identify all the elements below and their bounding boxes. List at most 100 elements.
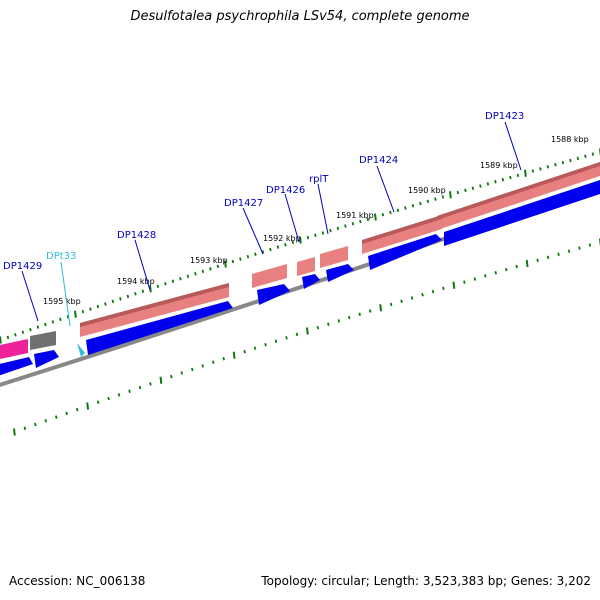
gene-bar-dp1424-shadow xyxy=(362,215,442,244)
gene-label-dp1424[interactable]: DP1424 xyxy=(359,155,398,166)
inner-ruler-tick xyxy=(295,332,299,337)
gene-bar-dp1429-gray[interactable] xyxy=(30,331,56,350)
outer-ruler-tick xyxy=(74,310,77,318)
inner-ruler-tick xyxy=(13,428,16,436)
inner-ruler-tick xyxy=(191,367,194,372)
outer-ruler-tick xyxy=(96,304,100,309)
outer-ruler-tick xyxy=(44,322,47,327)
gene-bar-dp1429-pink[interactable] xyxy=(0,339,28,360)
cds-arrow-rplt[interactable] xyxy=(326,264,354,282)
cds-arrow-dp1429[interactable] xyxy=(34,350,59,368)
outer-ruler-tick xyxy=(501,177,505,182)
outer-ruler-tick xyxy=(284,242,287,247)
gene-label-rplt[interactable]: rplT xyxy=(309,174,329,185)
inner-ruler-tick xyxy=(536,258,539,263)
outer-ruler-tick xyxy=(479,184,482,188)
inner-ruler-ticks xyxy=(13,238,600,436)
gene-bar-dp1427[interactable] xyxy=(252,264,287,288)
gene-label-dp1426[interactable]: DP1426 xyxy=(266,185,305,196)
outer-ruler-tick xyxy=(404,206,407,210)
gene-bar-dp1426[interactable] xyxy=(297,257,315,276)
gene-label-lines xyxy=(21,121,522,327)
inner-ruler-tick xyxy=(44,419,48,423)
inner-ruler-tick xyxy=(546,255,550,260)
gene-label-dp1423[interactable]: DP1423 xyxy=(485,111,524,122)
inner-ruler-tick xyxy=(96,400,100,404)
inner-ruler-tick xyxy=(452,281,456,289)
tick-label-1594: 1594 kbp xyxy=(117,277,155,286)
tick-label-1592: 1592 kbp xyxy=(263,234,301,243)
cds-arrow-dp1423[interactable] xyxy=(444,180,600,246)
trna-dpt33[interactable] xyxy=(77,343,85,357)
inner-ruler-tick xyxy=(484,274,487,278)
outer-ruler-tick xyxy=(561,160,565,165)
gene-label-dp1428[interactable]: DP1428 xyxy=(117,230,156,241)
outer-ruler-tick xyxy=(224,260,227,268)
inner-ruler-tick xyxy=(379,304,383,312)
outer-ruler-tick xyxy=(344,224,347,228)
outer-ruler-tick xyxy=(6,335,10,340)
gene-labels: DP1423 DP1424 rplT DP1426 DP1427 DP1428 … xyxy=(3,111,524,272)
cds-arrows xyxy=(0,180,600,377)
inner-ruler-tick xyxy=(557,252,560,256)
gene-bar-dp1423-shadow xyxy=(437,162,600,220)
map-title: Desulfotalea psychrophila LSv54, complet… xyxy=(130,9,470,24)
outer-ruler-tick xyxy=(299,236,302,244)
outer-ruler-tick xyxy=(509,175,512,180)
outer-ruler-tick xyxy=(471,186,475,190)
outer-ruler-tick xyxy=(194,272,197,276)
inner-ruler-tick xyxy=(337,319,341,323)
cds-arrow-dp1426[interactable] xyxy=(302,274,320,289)
outer-ruler-tick xyxy=(0,336,2,344)
cds-arrow-dp1427[interactable] xyxy=(257,284,290,305)
inner-ruler-tick xyxy=(107,396,110,401)
outer-ruler-tick xyxy=(231,259,235,264)
inner-ruler-tick xyxy=(211,360,215,365)
gene-label-dpt33[interactable]: DPt33 xyxy=(46,251,76,262)
outer-ruler-tick xyxy=(516,173,520,178)
inner-ruler-tick xyxy=(494,271,498,275)
outer-ruler-tick xyxy=(36,325,40,329)
inner-ruler-tick xyxy=(567,249,571,253)
outer-ruler-tick xyxy=(14,333,17,337)
outer-ruler-tick xyxy=(21,330,25,334)
outer-ruler-tick xyxy=(336,226,340,231)
cds-arrow-dp1428[interactable] xyxy=(86,301,233,355)
outer-ruler-tick xyxy=(381,212,385,217)
outer-ruler-tick xyxy=(29,327,32,332)
genome-backbone xyxy=(0,182,600,387)
cds-arrow-left[interactable] xyxy=(0,357,33,377)
cds-arrow-dp1424[interactable] xyxy=(368,234,442,270)
inner-ruler-tick xyxy=(75,407,79,412)
forward-genes xyxy=(0,162,600,360)
inner-ruler-tick xyxy=(253,346,257,350)
outer-ruler-tick xyxy=(374,213,377,221)
inner-ruler-tick xyxy=(504,267,508,272)
outer-ruler-tick xyxy=(441,195,445,199)
outer-ruler-tick xyxy=(209,267,212,271)
outer-ruler-tick xyxy=(59,317,62,322)
inner-ruler-tick xyxy=(65,411,68,416)
inner-ruler-tick xyxy=(86,402,90,410)
outer-ruler-tick xyxy=(291,240,295,245)
outer-ruler-tick xyxy=(269,247,272,252)
gene-label-dp1427[interactable]: DP1427 xyxy=(224,198,263,209)
outer-ruler-tick xyxy=(351,222,355,226)
outer-ruler-tick xyxy=(569,158,572,163)
inner-ruler-tick xyxy=(316,325,320,330)
outer-ruler-tick xyxy=(419,201,422,206)
outer-ruler-tick xyxy=(156,284,160,288)
gene-bar-rplt[interactable] xyxy=(320,246,348,268)
outer-ruler-tick xyxy=(89,307,92,311)
outer-ruler-tick xyxy=(179,277,182,281)
tick-label-1588: 1588 kbp xyxy=(551,135,589,144)
gene-label-dp1429[interactable]: DP1429 xyxy=(3,261,42,272)
tick-label-1595: 1595 kbp xyxy=(43,297,81,306)
inner-ruler-tick xyxy=(201,364,205,368)
outer-ruler-tick xyxy=(584,154,587,158)
inner-ruler-tick xyxy=(243,349,246,354)
outer-ruler-tick xyxy=(186,274,190,278)
outer-ruler-tick xyxy=(359,219,362,224)
inner-ruler-tick xyxy=(232,351,236,359)
outer-ruler-tick xyxy=(51,320,55,324)
